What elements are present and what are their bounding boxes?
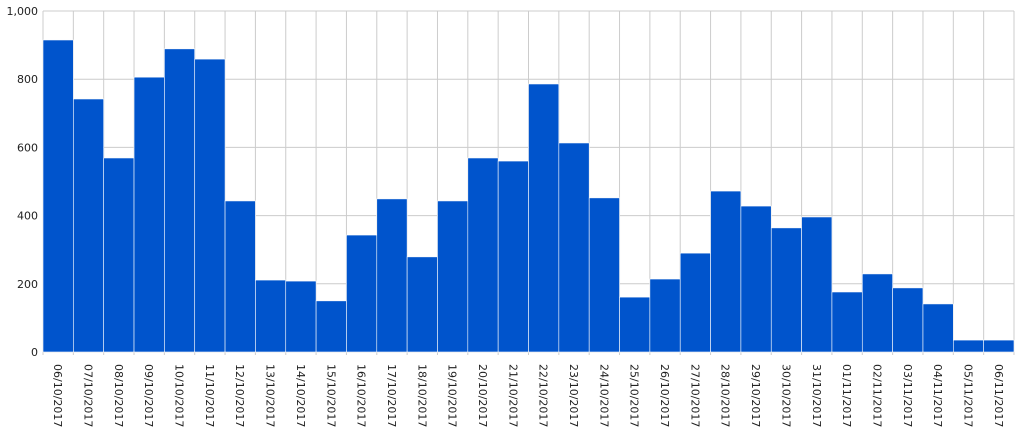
x-tick-label: 24/10/2017 [597,364,610,427]
bar [953,339,984,353]
x-tick-label: 09/10/2017 [142,364,155,427]
bar [376,198,408,353]
x-tick-label: 03/11/2017 [901,364,914,427]
x-tick-label: 02/11/2017 [870,364,883,427]
x-tick-label: 06/11/2017 [992,364,1005,427]
x-tick-label: 30/10/2017 [779,364,792,427]
bar [164,48,196,353]
bar [588,197,620,353]
bar [528,83,560,353]
x-tick-label: 05/11/2017 [961,364,974,427]
x-tick-label: 19/10/2017 [446,364,459,427]
bar [831,291,863,353]
x-tick-label: 07/10/2017 [82,364,95,427]
bar [861,273,893,353]
x-labels: 06/10/2017 07/10/2017 08/10/2017 09/10/2017… [51,364,1005,427]
x-tick-label: 26/10/2017 [658,364,671,427]
bar [285,280,317,353]
bar [770,227,802,353]
bar [619,296,651,353]
x-tick-label: 31/10/2017 [810,364,823,427]
y-tick-label: 800 [17,73,38,86]
bar [224,200,256,353]
y-tick-label: 600 [17,141,38,154]
x-tick-label: 06/10/2017 [51,364,64,427]
bar [467,157,499,353]
x-tick-label: 27/10/2017 [688,364,701,427]
x-tick-label: 22/10/2017 [537,364,550,427]
bar [42,39,74,353]
x-tick-label: 10/10/2017 [173,364,186,427]
x-tick-label: 16/10/2017 [355,364,368,427]
y-labels: 0 200 400 600 800 1,000 [7,5,39,359]
bar [437,200,469,353]
x-tick-label: 20/10/2017 [476,364,489,427]
y-tick-label: 1,000 [7,5,39,18]
y-tick-label: 0 [31,346,38,359]
bars [42,39,1015,353]
bar [922,303,954,353]
x-tick-label: 23/10/2017 [567,364,580,427]
bar [73,98,104,353]
x-tick-label: 21/10/2017 [506,364,519,427]
x-tick-label: 01/11/2017 [840,364,853,427]
x-tick-label: 11/10/2017 [203,364,216,427]
x-tick-label: 18/10/2017 [415,364,428,427]
x-tick-label: 28/10/2017 [719,364,732,427]
x-tick-label: 25/10/2017 [628,364,641,427]
bar [255,279,287,353]
bar [103,157,135,353]
bar [679,252,711,353]
x-tick-label: 13/10/2017 [264,364,277,427]
bar [710,190,742,353]
bar [406,256,438,353]
bar [497,160,529,353]
y-tick-label: 400 [17,210,38,223]
bar [892,287,924,353]
bar [649,278,681,353]
x-tick-label: 29/10/2017 [749,364,762,427]
x-tick-label: 14/10/2017 [294,364,307,427]
bar [740,205,772,353]
y-tick-label: 200 [17,278,38,291]
bar [315,300,347,353]
x-tick-label: 04/11/2017 [931,364,944,427]
bar [558,142,590,353]
bar [983,339,1015,353]
bar [194,58,226,353]
x-tick-label: 15/10/2017 [324,364,337,427]
x-tick-label: 17/10/2017 [385,364,398,427]
x-tick-label: 08/10/2017 [112,364,125,427]
bar [801,216,833,353]
bar [346,234,378,353]
x-tick-label: 12/10/2017 [233,364,246,427]
bar [133,76,165,353]
